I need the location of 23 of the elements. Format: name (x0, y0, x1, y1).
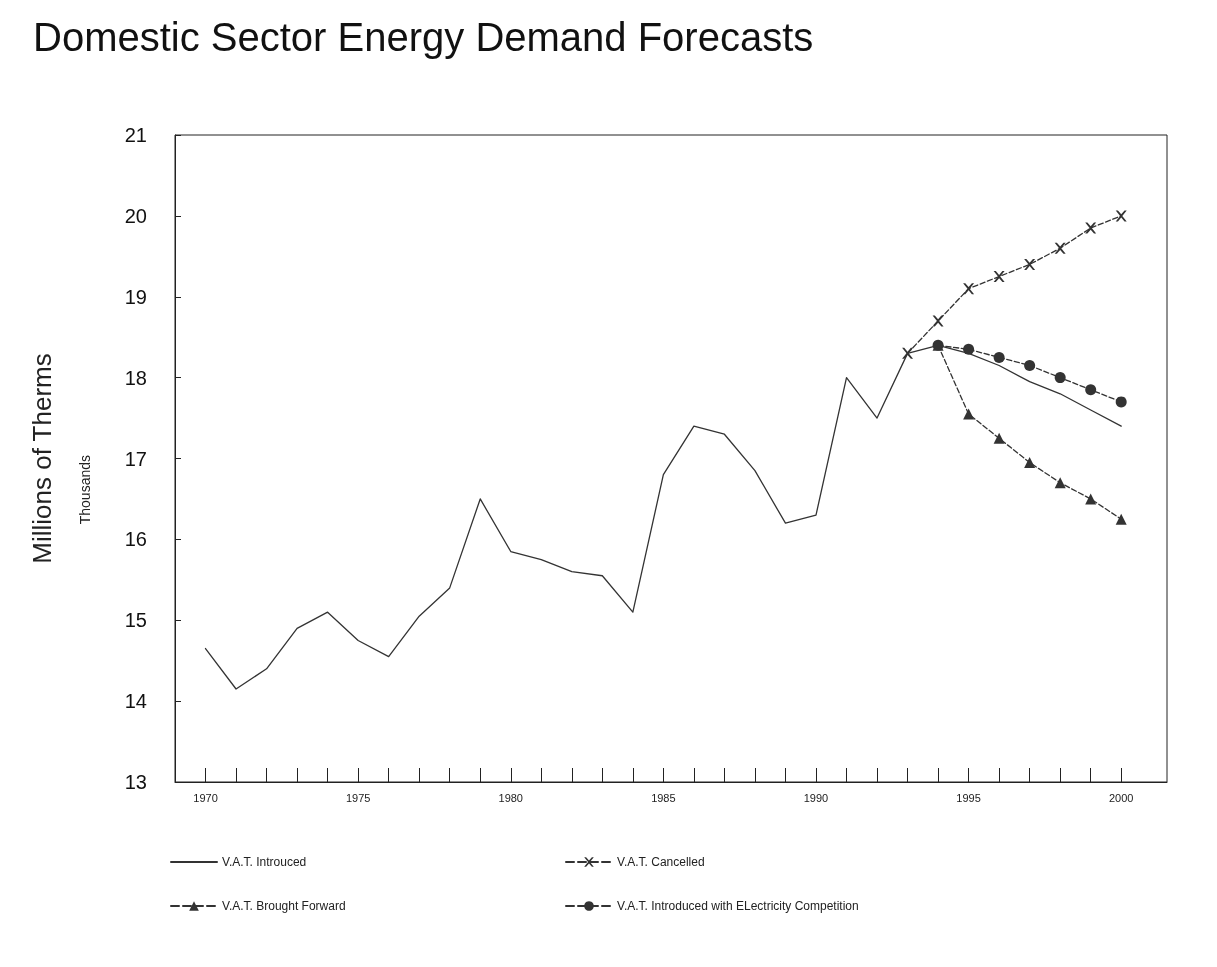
legend-label: V.A.T. Introuced (222, 855, 307, 869)
legend-label: V.A.T. Brought Forward (222, 899, 346, 913)
x-tick-label: 1980 (498, 791, 523, 804)
legend-label: V.A.T. Introduced with ELectricity Competition (617, 899, 859, 913)
y-tick-label: 18 (124, 366, 147, 389)
y-tick-label: 13 (124, 771, 147, 793)
y-axis-title: Millions of Therms (27, 353, 57, 564)
y-tick-label: 16 (124, 528, 147, 551)
y-tick-label: 20 (124, 204, 147, 227)
x-tick-label: 2000 (1108, 791, 1134, 804)
legend-label: V.A.T. Cancelled (617, 855, 705, 869)
y-tick-label: 19 (124, 285, 147, 308)
x-tick-label: 1990 (803, 791, 829, 804)
y-tick-label: 17 (124, 447, 147, 470)
chart-title: Domestic Sector Energy Demand Forecasts (33, 15, 814, 59)
x-tick-label: 1975 (345, 791, 371, 804)
y-tick-label: 15 (124, 609, 147, 632)
y-tick-label: 14 (124, 690, 147, 713)
y-tick-label: 21 (124, 124, 147, 146)
text: Thousands (77, 454, 93, 525)
x-tick-label: 1985 (651, 791, 676, 804)
x-tick-label: 1970 (193, 791, 218, 804)
x-tick-label: 1995 (956, 791, 981, 804)
